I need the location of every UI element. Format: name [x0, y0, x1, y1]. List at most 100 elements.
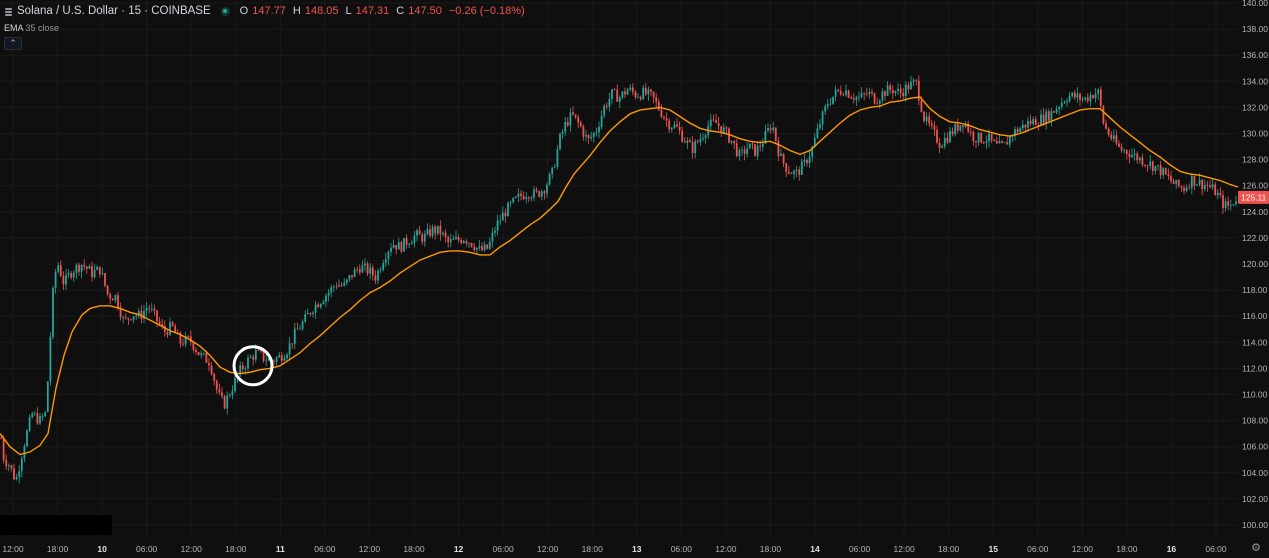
candle-body [1115, 135, 1118, 144]
candle-body [982, 142, 985, 144]
candle-body [1177, 179, 1180, 187]
candle-body [1123, 150, 1126, 151]
candle-body [338, 285, 340, 287]
candle-body [468, 243, 470, 244]
candle-body [689, 140, 691, 143]
candle-body [1167, 174, 1170, 177]
candle-body [691, 142, 694, 154]
candle-body [923, 111, 925, 122]
candle-body [808, 156, 811, 164]
x-tick-label: 06:00 [1205, 544, 1227, 554]
candle-body [509, 202, 512, 204]
candle-body [80, 264, 83, 272]
candle-body [1053, 111, 1055, 113]
candle-body [345, 279, 348, 283]
candle-body [574, 114, 577, 117]
candle-body [561, 131, 564, 134]
candle-body [59, 265, 62, 277]
candle-body [275, 357, 278, 362]
candle-body [525, 197, 528, 200]
candle-body [811, 146, 814, 157]
candle-body [845, 90, 847, 96]
candle-body [239, 365, 242, 376]
candle-body [7, 465, 10, 467]
x-tick-label: 11 [276, 544, 285, 554]
candle-body [413, 235, 416, 243]
y-tick-label: 140.00 [1242, 0, 1268, 8]
candle-body [943, 137, 946, 147]
candle-body [894, 90, 897, 94]
candle-body [1027, 120, 1029, 128]
time-axis[interactable]: 12:00 18:00 10 06:00 12:00 18:00 11 06:00 12:00 1… [2, 544, 1227, 554]
candle-body [330, 287, 333, 293]
candle-body [208, 362, 210, 366]
candle-body [98, 266, 101, 275]
indicator-legend[interactable]: EMA 35 close [4, 23, 528, 35]
candle-body [41, 415, 44, 417]
candle-body [44, 412, 47, 416]
indicator-name: EMA [4, 23, 24, 33]
candle-body [361, 265, 364, 273]
candle-body [657, 101, 660, 110]
price-axis[interactable]: 140.00 138.00 136.00 134.00 132.00 130.00 128.… [1242, 0, 1268, 530]
symbol-menu-icon[interactable] [4, 7, 13, 16]
x-tick-label: 18:00 [760, 544, 782, 554]
candle-body [798, 169, 801, 175]
candle-body [967, 123, 970, 132]
candle-body [733, 140, 736, 144]
x-tick-label: 10 [97, 544, 107, 554]
candle-body [473, 246, 476, 251]
candle-body [1138, 157, 1141, 161]
candle-body [1175, 179, 1178, 184]
candle-body [1151, 161, 1154, 171]
candle-body [104, 273, 106, 286]
chevron-up-icon[interactable]: ⌃ [4, 37, 22, 50]
candle-body [647, 89, 650, 95]
symbol-title[interactable]: Solana / U.S. Dollar · 15 · COINBASE [17, 5, 211, 17]
candle-body [1021, 124, 1024, 129]
candle-body [384, 259, 387, 264]
x-tick-label: 06:00 [314, 544, 336, 554]
candle-body [408, 244, 411, 246]
candle-body [265, 360, 268, 362]
candle-body [969, 131, 972, 133]
candle-body [395, 245, 398, 250]
y-tick-label: 110.00 [1242, 390, 1268, 400]
y-tick-label: 124.00 [1242, 207, 1268, 217]
candle-body [522, 195, 525, 200]
candle-body [998, 141, 1001, 144]
candle-body [569, 112, 572, 126]
candle-body [202, 353, 205, 354]
candle-body [431, 226, 434, 236]
candle-body [1185, 187, 1188, 191]
candle-body [369, 267, 372, 274]
candle-body [447, 237, 450, 243]
candle-body [280, 355, 283, 361]
candle-body [767, 128, 769, 132]
candle-body [702, 138, 704, 139]
change-value: −0.26 (−0.18%) [448, 5, 525, 17]
candle-body [488, 241, 491, 249]
candle-body [1118, 143, 1120, 147]
candle-body [78, 264, 80, 272]
candle-body [517, 193, 520, 197]
candle-body [1214, 184, 1217, 196]
candle-body [1094, 93, 1097, 99]
candle-body [1219, 192, 1222, 196]
gear-icon[interactable]: ⚙ [1251, 542, 1261, 554]
candle-body [629, 87, 632, 90]
candle-body [1170, 176, 1172, 181]
candle-body [951, 131, 954, 135]
candle-body [278, 355, 281, 358]
candle-body [920, 100, 923, 112]
x-tick-label: 18:00 [47, 544, 69, 554]
candle-body [738, 150, 741, 157]
candle-body [356, 269, 359, 271]
x-tick-label: 12:00 [1072, 544, 1094, 554]
candle-body [111, 298, 114, 301]
candle-body [847, 90, 850, 98]
candle-body [1198, 179, 1201, 185]
candle-body [603, 105, 606, 116]
candle-body [949, 131, 951, 143]
